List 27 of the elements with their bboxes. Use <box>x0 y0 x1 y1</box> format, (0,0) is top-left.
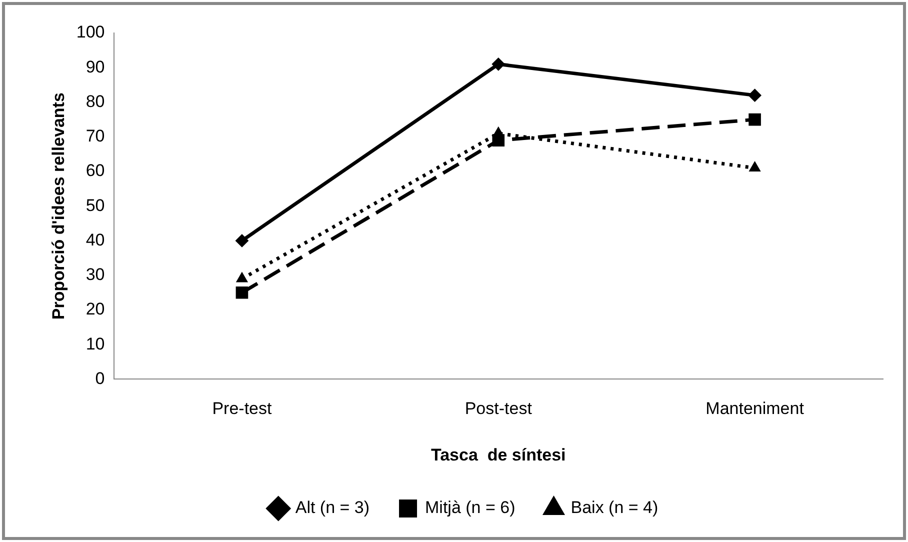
point <box>492 134 505 146</box>
point <box>235 234 248 248</box>
point <box>236 272 248 282</box>
y-tick-label: 40 <box>86 230 105 250</box>
y-axis-title: Proporció d'idees rellevants <box>48 92 68 320</box>
y-tick-label: 80 <box>86 92 105 111</box>
x-axis-title: Tasca de síntesi <box>430 445 566 464</box>
legend-label: Baix (n = 4) <box>570 498 658 518</box>
point <box>748 113 761 126</box>
x-tick-label: Pre-test <box>212 399 272 418</box>
y-tick-label: 30 <box>86 265 105 284</box>
y-tick-label: 70 <box>86 126 105 146</box>
y-tick-label: 60 <box>86 161 105 180</box>
point <box>236 286 248 299</box>
y-tick-label: 20 <box>86 300 105 319</box>
legend-label: Alt (n = 3) <box>295 498 370 518</box>
point <box>748 88 762 102</box>
y-tick-label: 0 <box>95 368 105 388</box>
point <box>749 162 760 172</box>
point <box>492 58 505 71</box>
y-tick-label: 50 <box>86 196 105 215</box>
legend-label: Mitjà (n = 6) <box>425 498 516 518</box>
x-tick-label: Manteniment <box>706 399 804 418</box>
y-tick-label: 90 <box>86 57 105 76</box>
y-tick-label: 100 <box>76 22 105 42</box>
y-tick-label: 10 <box>86 334 105 354</box>
x-tick-label: Post-test <box>464 399 532 418</box>
